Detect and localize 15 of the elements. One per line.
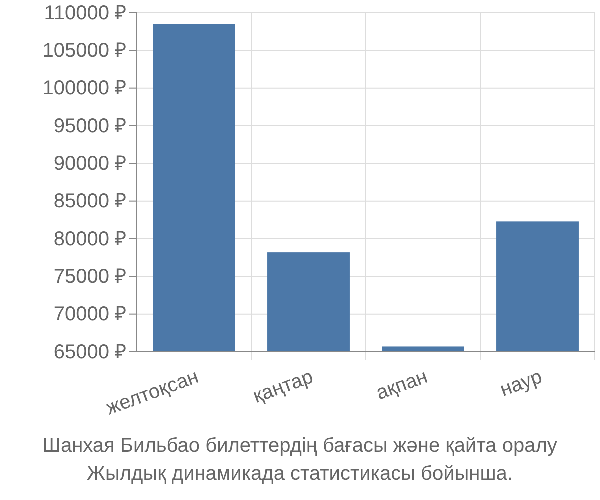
y-tick-label: 65000 ₽ xyxy=(54,341,127,364)
y-tick-label: 75000 ₽ xyxy=(54,266,127,288)
y-tick-label: 80000 ₽ xyxy=(54,228,127,250)
y-tick-label: 85000 ₽ xyxy=(54,190,127,213)
y-tick-label: 100000 ₽ xyxy=(42,78,127,100)
text: Жылдық динамикада статистикасы бойынша. xyxy=(87,463,513,485)
x-tick-label: қаңтар xyxy=(250,366,316,408)
x-tick-label: ақпан xyxy=(374,366,431,405)
y-tick-label: 70000 ₽ xyxy=(54,304,127,326)
y-tick-label: 90000 ₽ xyxy=(54,153,127,176)
y-tick-label: 105000 ₽ xyxy=(42,40,127,62)
x-tick-label: наур xyxy=(497,366,546,402)
y-tick-label: 110000 ₽ xyxy=(44,2,127,24)
y-tick-label: 95000 ₽ xyxy=(54,115,127,138)
text: Шанхая Бильбао билеттердің бағасы және қайта оралу xyxy=(42,435,558,457)
